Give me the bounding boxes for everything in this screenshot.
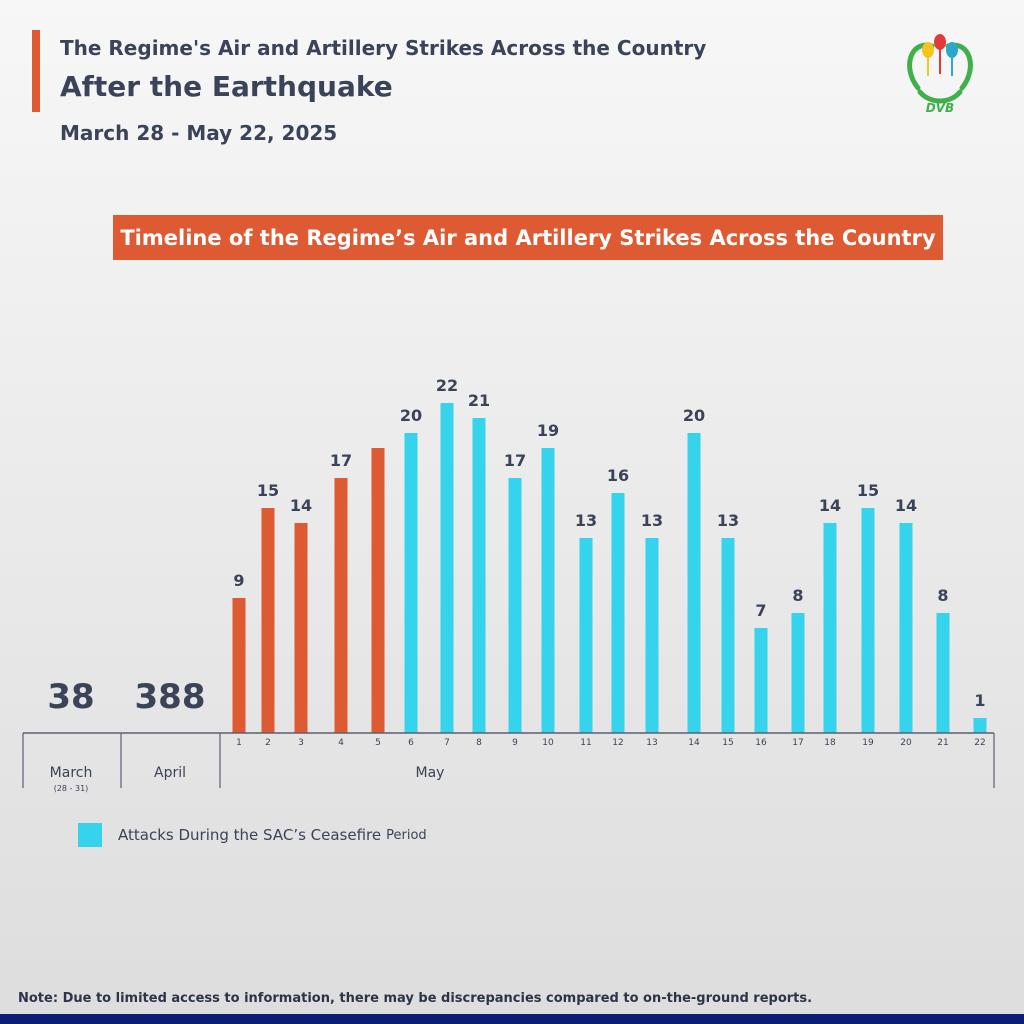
x-tick-label: 4 (338, 738, 344, 748)
bottom-band (0, 1014, 1024, 1024)
bar-value-label: 8 (937, 586, 948, 605)
legend-label: Attacks During the SAC’s Ceasefire (118, 826, 382, 844)
x-tick-label: 10 (542, 738, 554, 748)
x-tick-label: 22 (974, 738, 985, 748)
bar-value-label: 20 (683, 406, 705, 425)
x-tick-label: 13 (646, 738, 657, 748)
x-tick-label: 2 (265, 738, 271, 748)
axis-layer: 1 2 3 4 5 6 7 8 9 10 11 12 13 14 15 16 17 18 19 20 21 2238Mar… (22, 677, 995, 793)
footnote: Note: Due to limited access to informati… (18, 991, 813, 1006)
bar-value-label: 14 (895, 496, 917, 515)
bar-value-label: 15 (857, 481, 879, 500)
bar-may-17 (791, 613, 805, 733)
x-tick-label: 6 (408, 738, 414, 748)
bar-may-4 (334, 478, 348, 733)
bar-may-1 (232, 598, 246, 733)
x-tick-label: 18 (824, 738, 836, 748)
group-total-april: 388 (135, 677, 206, 717)
bar-may-2 (261, 508, 275, 733)
bar-may-5 (371, 448, 385, 733)
bar-value-label: 20 (400, 406, 422, 425)
bar-value-label: 8 (792, 586, 803, 605)
group-label-april: April (154, 765, 186, 781)
bar-may-16 (754, 628, 768, 733)
bar-value-label: 15 (257, 481, 279, 500)
bar-value-label: 14 (290, 496, 312, 515)
bar-may-22 (973, 718, 987, 733)
x-tick-label: 14 (688, 738, 700, 748)
legend-label-tail: Period (386, 827, 427, 843)
bar-value-label: 22 (436, 376, 458, 395)
bar-value-label: 21 (468, 391, 490, 410)
bar-value-label: 1 (974, 691, 985, 710)
bar-may-8 (472, 418, 486, 733)
x-tick-label: 17 (792, 738, 803, 748)
header-title-line1: The Regime's Air and Artillery Strikes A… (60, 36, 707, 60)
x-tick-label: 15 (722, 738, 733, 748)
header-accent-bar (32, 30, 40, 112)
bar-may-18 (823, 523, 837, 733)
x-tick-label: 20 (900, 738, 912, 748)
group-label-may: May (416, 765, 445, 781)
group-total-march: 38 (47, 677, 94, 717)
bar-value-label: 13 (641, 511, 663, 530)
x-tick-label: 11 (580, 738, 591, 748)
bar-may-7 (440, 403, 454, 733)
x-tick-label: 3 (298, 738, 304, 748)
bar-may-14 (687, 433, 701, 733)
bar-may-3 (294, 523, 308, 733)
bar-may-6 (404, 433, 418, 733)
x-tick-label: 8 (476, 738, 482, 748)
bar-value-label: 13 (717, 511, 739, 530)
x-tick-label: 16 (755, 738, 767, 748)
header-title-line2: After the Earthquake (60, 70, 393, 103)
bar-value-label: 16 (607, 466, 629, 485)
bar-value-label: 14 (819, 496, 841, 515)
bar-value-label: 17 (504, 451, 526, 470)
bars-layer: 9 15 14 17 20 22 21 17 19 13 16 13 20 13 7 8 14 15 14 8 1 (232, 376, 987, 733)
x-tick-label: 9 (512, 738, 518, 748)
group-label-march: March (50, 765, 93, 781)
bar-value-label: 7 (755, 601, 766, 620)
bar-may-12 (611, 493, 625, 733)
bar-may-20 (899, 523, 913, 733)
chart-title-banner: Timeline of the Regime’s Air and Artille… (113, 215, 943, 260)
group-sublabel: (28 - 31) (54, 784, 89, 793)
chart-legend: Attacks During the SAC’s Ceasefire Perio… (78, 823, 427, 847)
bar-may-15 (721, 538, 735, 733)
x-tick-label: 5 (375, 738, 381, 748)
bar-may-19 (861, 508, 875, 733)
legend-swatch-ceasefire (78, 823, 102, 847)
bar-value-label: 13 (575, 511, 597, 530)
logo-text: DVB (926, 101, 954, 115)
header-date-range: March 28 - May 22, 2025 (60, 121, 338, 145)
bar-value-label: 9 (233, 571, 244, 590)
x-tick-label: 1 (236, 738, 242, 748)
dvb-logo-icon: DVB (907, 34, 973, 115)
bar-may-13 (645, 538, 659, 733)
x-tick-label: 21 (937, 738, 948, 748)
x-tick-label: 12 (612, 738, 623, 748)
bar-value-label: 19 (537, 421, 559, 440)
bar-may-11 (579, 538, 593, 733)
x-tick-label: 19 (862, 738, 874, 748)
bar-may-9 (508, 478, 522, 733)
x-tick-label: 7 (444, 738, 450, 748)
bar-value-label: 17 (330, 451, 352, 470)
bar-may-10 (541, 448, 555, 733)
bar-may-21 (936, 613, 950, 733)
